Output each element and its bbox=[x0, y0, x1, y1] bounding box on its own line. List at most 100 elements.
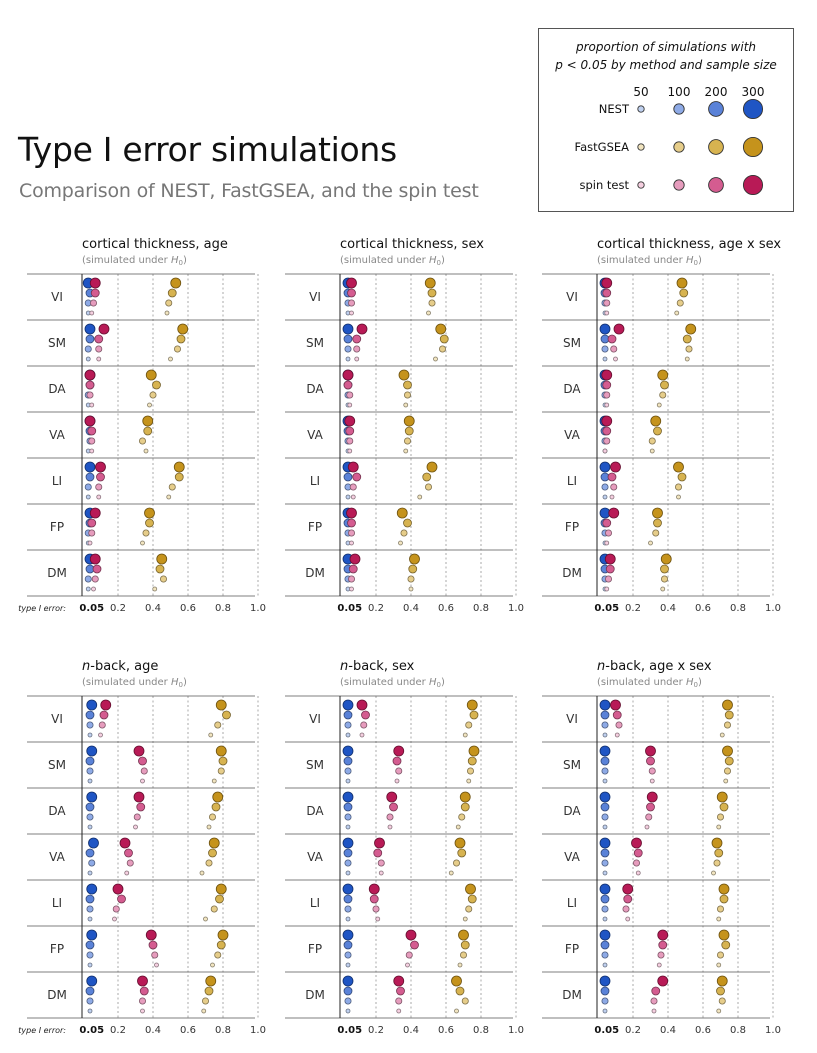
dot-nest-FP-n100 bbox=[344, 951, 352, 959]
dot-spin-LI-n50 bbox=[609, 494, 615, 500]
dot-spin-DA-n300 bbox=[342, 369, 354, 381]
dot-nest-DM-n50 bbox=[602, 1008, 608, 1014]
dot-fastgsea-VI-n100 bbox=[428, 299, 436, 307]
dot-spin-FP-n300 bbox=[145, 929, 157, 941]
dot-fastgsea-VA-n200 bbox=[208, 848, 217, 858]
dot-fastgsea-DA-n100 bbox=[403, 391, 411, 399]
dot-fastgsea-VI-n300 bbox=[424, 277, 436, 289]
dot-nest-SM-n100 bbox=[601, 767, 609, 775]
dot-fastgsea-LI-n50 bbox=[166, 494, 172, 500]
dot-spin-DA-n100 bbox=[645, 813, 653, 821]
dot-fastgsea-VI-n300 bbox=[466, 699, 478, 711]
network-label-DA: DA bbox=[306, 382, 324, 396]
dot-fastgsea-FP-n100 bbox=[214, 951, 222, 959]
legend-dot-nest-100 bbox=[673, 103, 685, 115]
dot-nest-DA-n200 bbox=[343, 802, 353, 812]
dot-nest-FP-n300 bbox=[599, 929, 611, 941]
x-tick-label: 0.6 bbox=[695, 1025, 711, 1036]
dot-fastgsea-VI-n50 bbox=[426, 310, 431, 316]
dot-spin-VI-n50 bbox=[349, 310, 354, 316]
dot-fastgsea-SM-n300 bbox=[215, 745, 227, 757]
dot-spin-VI-n300 bbox=[356, 699, 368, 711]
dot-spin-LI-n200 bbox=[96, 472, 105, 482]
dot-fastgsea-DA-n200 bbox=[719, 802, 729, 812]
dot-fastgsea-DA-n200 bbox=[460, 802, 470, 812]
legend-dot-spin-50 bbox=[637, 181, 645, 189]
dot-nest-LI-n50 bbox=[602, 494, 608, 500]
dot-spin-FP-n300 bbox=[608, 507, 620, 519]
dot-spin-DM-n100 bbox=[347, 575, 355, 583]
dot-fastgsea-DA-n50 bbox=[716, 824, 722, 830]
dot-spin-DM-n200 bbox=[651, 986, 661, 996]
dot-spin-DA-n300 bbox=[646, 791, 658, 803]
legend-dot-spin-200 bbox=[708, 177, 724, 193]
x-tick-label: 0.4 bbox=[660, 1025, 676, 1036]
dot-spin-DM-n200 bbox=[92, 564, 102, 574]
dot-nest-LI-n50 bbox=[85, 494, 91, 500]
panel-title: cortical thickness, sex bbox=[340, 237, 484, 252]
dot-nest-SM-n50 bbox=[87, 778, 93, 784]
dot-nest-FP-n300 bbox=[86, 929, 98, 941]
dot-fastgsea-DM-n50 bbox=[408, 586, 414, 592]
network-label-DA: DA bbox=[48, 382, 66, 396]
dot-nest-VI-n300 bbox=[342, 699, 354, 711]
dot-spin-DA-n100 bbox=[86, 391, 94, 399]
network-label-SM: SM bbox=[563, 336, 581, 350]
network-label-FP: FP bbox=[50, 942, 64, 956]
dot-spin-DM-n300 bbox=[137, 975, 148, 987]
dot-fastgsea-VA-n100 bbox=[138, 437, 146, 445]
dot-spin-FP-n50 bbox=[604, 540, 610, 546]
dot-fastgsea-FP-n50 bbox=[457, 962, 463, 968]
dot-nest-FP-n50 bbox=[602, 962, 608, 968]
dot-spin-DM-n50 bbox=[349, 586, 354, 592]
dot-nest-SM-n200 bbox=[343, 334, 353, 344]
dot-fastgsea-DM-n100 bbox=[461, 997, 469, 1005]
x-tick-label: 0.8 bbox=[215, 603, 231, 614]
dot-fastgsea-LI-n200 bbox=[677, 472, 687, 482]
dot-spin-FP-n300 bbox=[346, 507, 357, 519]
panel-title: n-back, age bbox=[82, 659, 158, 674]
dot-fastgsea-FP-n300 bbox=[396, 507, 408, 519]
dot-fastgsea-VA-n200 bbox=[714, 848, 724, 858]
dot-fastgsea-VI-n100 bbox=[465, 721, 473, 729]
network-label-DM: DM bbox=[305, 566, 325, 580]
network-label-LI: LI bbox=[310, 896, 320, 910]
dot-fastgsea-DA-n300 bbox=[657, 369, 669, 381]
dot-nest-VI-n300 bbox=[599, 699, 611, 711]
dot-spin-VA-n100 bbox=[377, 859, 385, 867]
dot-nest-VI-n50 bbox=[87, 732, 93, 738]
dot-fastgsea-FP-n200 bbox=[653, 518, 662, 528]
dot-fastgsea-VA-n300 bbox=[454, 837, 466, 849]
dot-nest-LI-n100 bbox=[84, 483, 92, 491]
dot-spin-VI-n50 bbox=[98, 732, 103, 738]
dot-spin-VA-n300 bbox=[601, 415, 613, 427]
dot-nest-VI-n50 bbox=[602, 732, 608, 738]
dot-nest-DM-n300 bbox=[342, 975, 354, 987]
dot-fastgsea-SM-n300 bbox=[468, 745, 480, 757]
dot-spin-VA-n50 bbox=[378, 870, 384, 876]
dot-spin-LI-n200 bbox=[352, 472, 362, 482]
dot-nest-SM-n300 bbox=[84, 323, 96, 335]
dot-spin-VA-n50 bbox=[124, 870, 130, 876]
dot-fastgsea-LI-n300 bbox=[173, 461, 185, 473]
dot-fastgsea-LI-n200 bbox=[719, 894, 729, 904]
dot-nest-VA-n100 bbox=[601, 859, 609, 867]
dot-spin-SM-n300 bbox=[133, 745, 145, 757]
x-tick-label: 0.2 bbox=[625, 1025, 641, 1036]
dot-spin-SM-n300 bbox=[645, 745, 656, 757]
dot-spin-LI-n50 bbox=[375, 916, 381, 922]
network-label-VI: VI bbox=[566, 712, 578, 726]
dot-fastgsea-LI-n100 bbox=[168, 483, 176, 491]
dot-spin-VI-n200 bbox=[612, 710, 622, 720]
dot-spin-SM-n50 bbox=[354, 356, 360, 362]
network-label-DA: DA bbox=[306, 804, 324, 818]
network-label-DM: DM bbox=[305, 988, 325, 1002]
dot-fastgsea-SM-n200 bbox=[176, 334, 186, 344]
dot-spin-VA-n50 bbox=[635, 870, 641, 876]
dot-spin-DM-n50 bbox=[604, 586, 610, 592]
dot-spin-SM-n50 bbox=[96, 356, 102, 362]
dot-fastgsea-DA-n300 bbox=[212, 791, 224, 803]
network-label-LI: LI bbox=[567, 474, 577, 488]
dot-fastgsea-VA-n300 bbox=[403, 415, 415, 427]
